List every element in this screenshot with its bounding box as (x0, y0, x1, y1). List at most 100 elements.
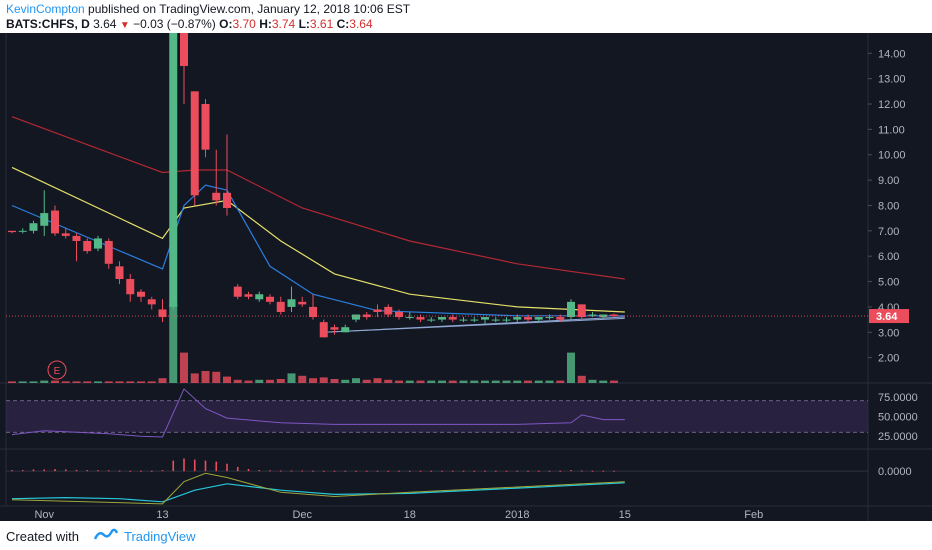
macd-histogram-bar (215, 461, 218, 472)
time-tick-label: Feb (744, 509, 763, 521)
macd-histogram-bar (613, 470, 615, 472)
volume-bar (459, 380, 468, 383)
volume-bar (588, 379, 597, 383)
volume-bar (448, 380, 457, 383)
rsi-tick-label: 25.0000 (878, 431, 918, 443)
candle-body (534, 317, 543, 320)
candle-body (567, 301, 575, 318)
candle-body (266, 296, 274, 302)
macd-histogram-bar (54, 469, 56, 472)
volume-bar (524, 380, 532, 383)
macd-histogram-bar (537, 470, 540, 472)
volume-bar (212, 371, 221, 383)
volume-bar (244, 380, 253, 383)
last-price: 3.64 (93, 17, 117, 31)
price-tick-label: 13.00 (878, 74, 906, 86)
candle-body (115, 266, 124, 280)
volume-bar (373, 378, 382, 383)
volume-bar (190, 373, 199, 383)
macd-histogram-bar (140, 470, 142, 472)
volume-bar (94, 381, 102, 383)
volume-bar (266, 379, 274, 383)
candle-body (577, 304, 586, 318)
macd-histogram-bar (473, 470, 476, 472)
macd-histogram-bar (86, 470, 89, 472)
author-link[interactable]: KevinCompton (6, 2, 85, 16)
volume-bar (287, 373, 296, 383)
rsi-line (11, 388, 625, 438)
time-tick-label: 13 (156, 509, 168, 521)
chart-canvas[interactable]: 2.003.004.005.006.007.008.009.0010.0011.… (0, 33, 932, 521)
candle-body (556, 317, 565, 320)
macd-histogram-bar (32, 469, 35, 472)
macd-histogram-bar (344, 470, 347, 472)
volume-bar (51, 380, 59, 383)
macd-histogram-bar (43, 469, 46, 472)
macd-histogram-bar (129, 470, 132, 472)
volume-bar (61, 381, 70, 383)
volume-bar (599, 380, 608, 383)
candle-body (18, 230, 27, 232)
candle-body (244, 294, 253, 297)
close-value: 3.64 (349, 17, 373, 31)
price-tick-label: 7.00 (878, 226, 899, 238)
candle-body (448, 317, 457, 320)
volume-bar (104, 381, 113, 383)
macd-histogram-bar (161, 470, 164, 472)
volume-bar (169, 303, 178, 383)
macd-histogram-bar (387, 470, 390, 472)
candle-body (94, 238, 102, 249)
candle-body (233, 286, 242, 297)
macd-histogram-bar (516, 470, 519, 472)
high-value: 3.74 (271, 17, 296, 31)
volume-bar (567, 352, 575, 383)
tradingview-brand-link[interactable]: TradingView (124, 529, 196, 544)
down-arrow-icon: ▼ (119, 20, 130, 31)
macd-signal-line (11, 472, 625, 505)
candle-body (223, 192, 231, 208)
volume-bar (83, 381, 92, 383)
candle-body (524, 317, 532, 320)
volume-bar (330, 379, 339, 383)
macd-histogram-bar (107, 470, 110, 472)
price-tick-label: 9.00 (878, 175, 899, 187)
macd-histogram-bar (64, 469, 67, 472)
volume-bar (362, 379, 371, 383)
volume-bar (18, 381, 27, 383)
macd-line (11, 482, 625, 503)
volume-bar (470, 380, 479, 383)
moving-average-line (11, 116, 625, 280)
macd-histogram-bar (462, 470, 465, 472)
macd-histogram-bar (269, 470, 271, 472)
candle-body (29, 223, 38, 231)
macd-histogram-bar (419, 470, 422, 472)
macd-histogram-bar (279, 470, 282, 472)
candle-body (212, 192, 221, 201)
price-tick-label: 12.00 (878, 99, 906, 111)
candle-body (276, 301, 285, 312)
volume-bar (40, 380, 49, 383)
candle-body (169, 33, 178, 307)
time-tick-label: Nov (34, 509, 54, 521)
macd-histogram-bar (11, 470, 13, 472)
volume-bar (438, 380, 446, 383)
candle-body (8, 230, 16, 233)
candle-body (137, 291, 145, 297)
close-label: C: (336, 17, 350, 31)
macd-histogram-bar (505, 470, 508, 472)
candle-body (83, 240, 92, 252)
candle-body (513, 317, 522, 320)
macd-histogram-bar (527, 470, 529, 472)
publish-info: published on TradingView.com, January 12… (84, 2, 411, 16)
rsi-tick-label: 50.0000 (878, 412, 918, 424)
candle-body (459, 319, 468, 321)
candle-body (502, 319, 511, 321)
macd-histogram-bar (97, 470, 99, 472)
candle-body (438, 317, 446, 320)
earnings-event-marker[interactable] (47, 360, 67, 380)
last-price-badge (869, 309, 909, 324)
candle-body (104, 240, 113, 264)
candle-body (147, 299, 156, 305)
time-tick-label: 15 (619, 509, 631, 521)
